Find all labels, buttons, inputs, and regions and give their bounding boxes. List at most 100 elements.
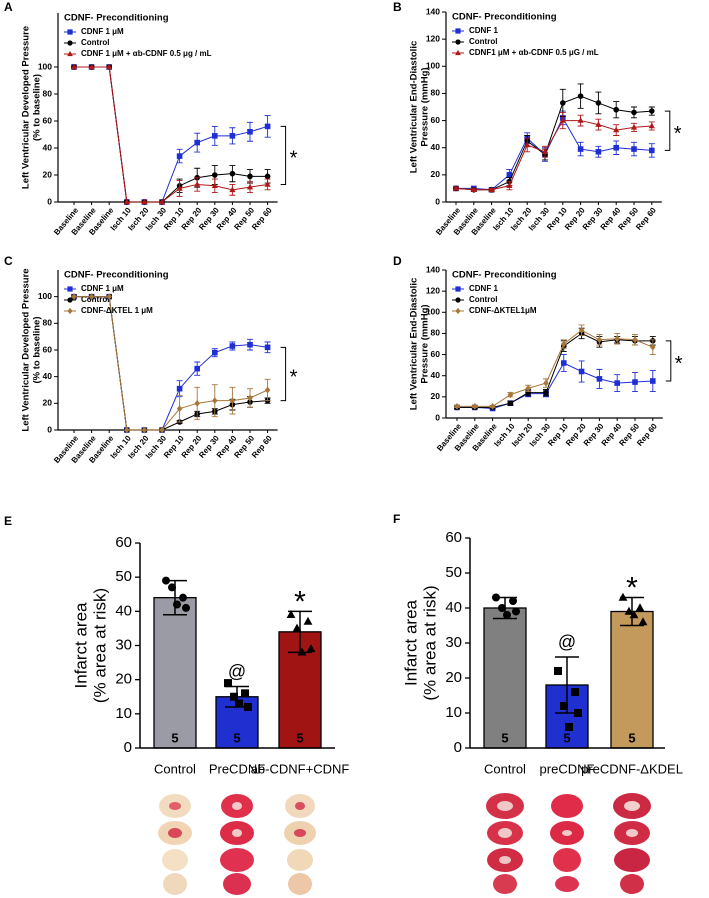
marker bbox=[595, 148, 602, 155]
data-point bbox=[168, 583, 176, 592]
annotation: * bbox=[290, 366, 298, 388]
marker bbox=[650, 343, 656, 351]
heart-slice bbox=[287, 849, 313, 871]
series-line bbox=[457, 332, 653, 408]
significance-marker: @ bbox=[228, 661, 246, 681]
marker bbox=[455, 286, 461, 292]
chart-title: CDNF- Preconditioning bbox=[64, 270, 169, 281]
marker bbox=[88, 63, 95, 70]
y-tick-label: 100 bbox=[38, 291, 52, 301]
y-tick-label: 100 bbox=[426, 307, 440, 317]
y-axis-label: Left Ventricular End-Diastolic bbox=[409, 41, 420, 174]
marker bbox=[67, 286, 73, 292]
y-tick-label: 0 bbox=[47, 196, 52, 206]
x-tick-label: Rep 60 bbox=[635, 421, 659, 447]
marker bbox=[578, 326, 585, 334]
y-tick-label: 20 bbox=[431, 391, 441, 401]
data-point bbox=[503, 611, 511, 619]
data-point bbox=[224, 679, 232, 688]
marker bbox=[577, 93, 584, 99]
x-tick-label: Control bbox=[484, 761, 526, 776]
marker bbox=[123, 198, 130, 205]
heart-slice bbox=[162, 849, 188, 871]
x-tick-label: Rep 60 bbox=[250, 433, 274, 459]
marker bbox=[489, 403, 496, 410]
heart-slice bbox=[499, 856, 511, 864]
marker bbox=[454, 403, 460, 410]
y-tick-label: 120 bbox=[426, 33, 440, 43]
heart-slice bbox=[555, 876, 579, 892]
marker bbox=[194, 181, 201, 187]
marker bbox=[106, 63, 113, 70]
marker bbox=[613, 126, 620, 133]
marker bbox=[247, 129, 253, 135]
marker bbox=[212, 397, 218, 405]
marker bbox=[229, 186, 236, 193]
marker bbox=[614, 380, 620, 386]
legend-label: CDNF 1 μM bbox=[81, 27, 124, 36]
heart-slice bbox=[223, 873, 251, 895]
y-axis-label: (% area at risk) bbox=[420, 585, 439, 700]
marker bbox=[613, 144, 619, 151]
y-axis-label: Pressure (mmHg) bbox=[420, 67, 431, 146]
y-axis-label: (% to baseline) bbox=[32, 316, 43, 383]
significance-marker: * bbox=[294, 585, 306, 618]
y-tick-label: 40 bbox=[431, 370, 441, 380]
n-label: 5 bbox=[171, 730, 178, 745]
marker bbox=[595, 121, 602, 127]
y-tick-label: 20 bbox=[115, 671, 132, 688]
heart-slice bbox=[294, 829, 306, 837]
series-line bbox=[74, 296, 268, 431]
marker bbox=[176, 405, 183, 413]
marker bbox=[561, 360, 567, 366]
bar bbox=[610, 610, 654, 749]
data-point bbox=[571, 688, 579, 696]
data-point bbox=[618, 592, 628, 601]
marker bbox=[176, 385, 183, 392]
heart-slice bbox=[295, 802, 305, 810]
annotation: * bbox=[290, 148, 298, 170]
marker bbox=[246, 183, 254, 190]
marker bbox=[578, 368, 585, 375]
y-tick-label: 60 bbox=[431, 115, 441, 125]
data-point bbox=[306, 644, 316, 653]
marker bbox=[631, 109, 637, 116]
y-axis-label: (% to baseline) bbox=[32, 74, 43, 141]
marker bbox=[264, 123, 271, 130]
data-point bbox=[179, 593, 187, 602]
n-label: 5 bbox=[233, 730, 240, 745]
y-tick-label: 20 bbox=[431, 169, 441, 179]
marker bbox=[525, 385, 531, 392]
marker bbox=[88, 293, 95, 301]
legend-label: Control bbox=[81, 38, 109, 47]
x-tick-label: preCDNF bbox=[540, 761, 595, 776]
series-line bbox=[74, 296, 268, 431]
heart-slice bbox=[169, 802, 181, 810]
heart-slice bbox=[232, 829, 242, 837]
marker bbox=[614, 335, 620, 343]
marker bbox=[67, 40, 73, 46]
heart-slice bbox=[168, 828, 182, 838]
marker bbox=[524, 141, 531, 148]
data-point bbox=[565, 723, 573, 731]
marker bbox=[211, 182, 218, 189]
y-axis-label: (% area at risk) bbox=[90, 588, 109, 703]
panel-label: B bbox=[393, 0, 402, 14]
y-axis-label: Infarct area bbox=[401, 599, 420, 686]
significance-marker: * bbox=[626, 571, 638, 604]
marker bbox=[507, 391, 514, 399]
marker bbox=[229, 133, 236, 139]
data-point bbox=[286, 609, 296, 618]
marker bbox=[455, 39, 461, 45]
y-tick-label: 30 bbox=[115, 636, 132, 653]
data-point bbox=[624, 606, 634, 615]
heart-slice bbox=[553, 848, 581, 872]
y-tick-label: 20 bbox=[43, 169, 53, 179]
panel-label: A bbox=[4, 0, 13, 14]
marker bbox=[67, 29, 73, 35]
heart-slice bbox=[498, 828, 512, 838]
y-tick-label: 40 bbox=[445, 599, 462, 616]
marker bbox=[124, 426, 130, 434]
marker bbox=[141, 198, 148, 205]
